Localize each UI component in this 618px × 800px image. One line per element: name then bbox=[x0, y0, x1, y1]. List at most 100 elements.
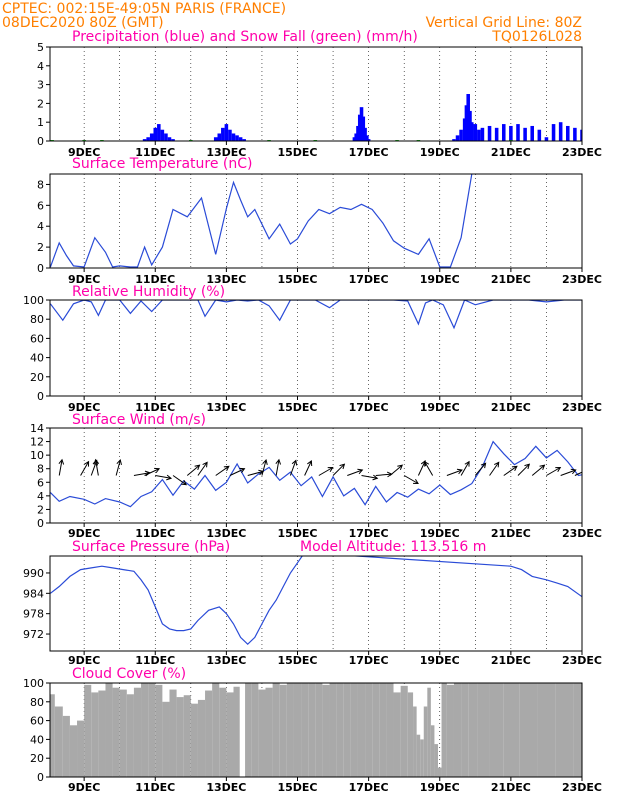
cloud-bar bbox=[183, 695, 191, 777]
wind-arrow-head bbox=[275, 458, 282, 465]
wind-arrow bbox=[347, 468, 364, 476]
wind-xtick-label: 23DEC bbox=[562, 527, 602, 540]
header-vertical-grid: Vertical Grid Line: 80Z bbox=[426, 15, 582, 31]
pres-line bbox=[50, 556, 582, 646]
wind-arrow bbox=[304, 460, 313, 476]
precip-xtick-label: 19DEC bbox=[420, 146, 460, 159]
pres-frame bbox=[49, 555, 583, 652]
wind-arrow bbox=[574, 468, 589, 476]
temp-xtick-label: 15DEC bbox=[277, 273, 317, 286]
cloud-bar bbox=[69, 725, 78, 777]
pres-xtick-label: 9DEC bbox=[68, 654, 100, 667]
cloud-bar bbox=[197, 699, 206, 777]
wind-arrow-head bbox=[202, 461, 208, 468]
wind-arrow-shaft bbox=[446, 469, 463, 476]
precip-bar bbox=[365, 135, 369, 141]
wind-arrow bbox=[460, 460, 470, 476]
wind-arrow-shaft bbox=[531, 464, 545, 476]
rh-ytick-label: 0 bbox=[37, 390, 44, 403]
temp-title: Surface Temperature (nC) bbox=[72, 156, 253, 172]
cloud-bar bbox=[50, 694, 55, 777]
wind-ytick-label: 10 bbox=[30, 449, 44, 462]
wind-arrow-shaft bbox=[95, 459, 99, 476]
wind-arrow-shaft bbox=[560, 469, 576, 476]
precip-bar bbox=[455, 135, 460, 141]
cloud-bar bbox=[386, 683, 394, 777]
cloud-bar bbox=[162, 701, 170, 777]
precip-ytick-label: 0 bbox=[37, 135, 44, 148]
wind-xtick-label: 13DEC bbox=[206, 527, 246, 540]
cloud-bar bbox=[441, 683, 447, 777]
precip-panel: Precipitation (blue) and Snow Fall (gree… bbox=[37, 29, 602, 159]
precip-bar bbox=[580, 129, 582, 141]
wind-arrow-head bbox=[262, 459, 268, 466]
temp-line bbox=[50, 174, 473, 268]
wind-arrow-shaft bbox=[517, 463, 530, 476]
precip-bar bbox=[217, 133, 222, 141]
rh-xtick-label: 15DEC bbox=[277, 401, 317, 414]
wind-arrow-shaft bbox=[574, 471, 582, 476]
rh-ytick-label: 100 bbox=[23, 294, 44, 307]
wind-arrow-head bbox=[524, 463, 531, 470]
rh-xtick-label: 9DEC bbox=[68, 401, 100, 414]
cloud-ytick-label: 60 bbox=[30, 715, 44, 728]
cloud-bar bbox=[62, 715, 70, 777]
wind-arrow-head bbox=[584, 468, 589, 472]
wind-arrow-shaft bbox=[197, 462, 208, 476]
precip-bar bbox=[149, 133, 154, 141]
wind-arrow-head bbox=[372, 474, 379, 481]
wind-ytick-label: 14 bbox=[30, 422, 44, 435]
wind-arrow-head bbox=[327, 466, 334, 473]
cloud-bar bbox=[379, 683, 387, 777]
pres-xtick-label: 15DEC bbox=[277, 654, 317, 667]
cloud-bar bbox=[141, 683, 149, 777]
temp-panel: Surface Temperature (nC) 0 2 4 6 8 9DEC 11DEC 13… bbox=[37, 156, 602, 286]
wind-arrow-head bbox=[93, 458, 100, 465]
cloud-bar bbox=[343, 683, 351, 777]
wind-xtick-label: 21DEC bbox=[491, 527, 531, 540]
precip-bar bbox=[146, 137, 150, 141]
wind-arrow-head bbox=[464, 460, 470, 467]
precip-bar bbox=[573, 127, 577, 141]
pres-xtick-label: 23DEC bbox=[562, 654, 602, 667]
precip-xtick-label: 17DEC bbox=[349, 146, 389, 159]
precip-bar bbox=[363, 127, 367, 141]
wind-arrow-shaft bbox=[460, 461, 470, 476]
cloud-bar bbox=[176, 697, 184, 777]
wind-arrow-shaft bbox=[417, 460, 426, 476]
temp-ytick-label: 2 bbox=[37, 241, 44, 254]
rh-title: Relative Humidity (%) bbox=[72, 284, 225, 300]
temp-marks bbox=[50, 174, 473, 268]
wind-marks bbox=[50, 440, 589, 508]
wind-arrow-head bbox=[154, 467, 161, 474]
temp-ytick-label: 0 bbox=[37, 262, 44, 275]
wind-arrow-shaft bbox=[261, 459, 267, 476]
cloud-xtick-label: 15DEC bbox=[277, 781, 317, 794]
precip-xtick-label: 21DEC bbox=[491, 146, 531, 159]
precip-bar bbox=[242, 139, 246, 141]
precip-bar bbox=[558, 122, 563, 141]
cloud-bar bbox=[336, 683, 344, 777]
precip-ytick-label: 1 bbox=[37, 116, 44, 129]
precip-bar bbox=[565, 125, 570, 141]
header-model-code: TQ0126L028 bbox=[491, 29, 582, 45]
wind-arrow-shaft bbox=[318, 467, 333, 476]
precip-bar bbox=[235, 135, 239, 141]
cloud-bar bbox=[329, 683, 337, 777]
wind-arrow-head bbox=[424, 460, 430, 467]
cloud-bar bbox=[112, 687, 120, 777]
wind-arrow-shaft bbox=[155, 475, 172, 479]
precip-bar bbox=[153, 127, 158, 141]
wind-arrow bbox=[133, 470, 151, 477]
precip-bar bbox=[228, 129, 232, 141]
precip-xtick-label: 15DEC bbox=[277, 146, 317, 159]
pres-title: Surface Pressure (hPa) bbox=[72, 539, 230, 555]
header-location: CPTEC: 002:15E-49:05N PARIS (FRANCE) bbox=[2, 1, 286, 17]
precip-bar bbox=[224, 124, 229, 141]
cloud-bar bbox=[205, 690, 213, 777]
cloud-bar bbox=[446, 684, 454, 777]
wind-arrow bbox=[489, 461, 500, 476]
wind-line bbox=[50, 440, 582, 508]
precip-bar bbox=[477, 129, 481, 141]
wind-arrow-head bbox=[420, 460, 426, 467]
